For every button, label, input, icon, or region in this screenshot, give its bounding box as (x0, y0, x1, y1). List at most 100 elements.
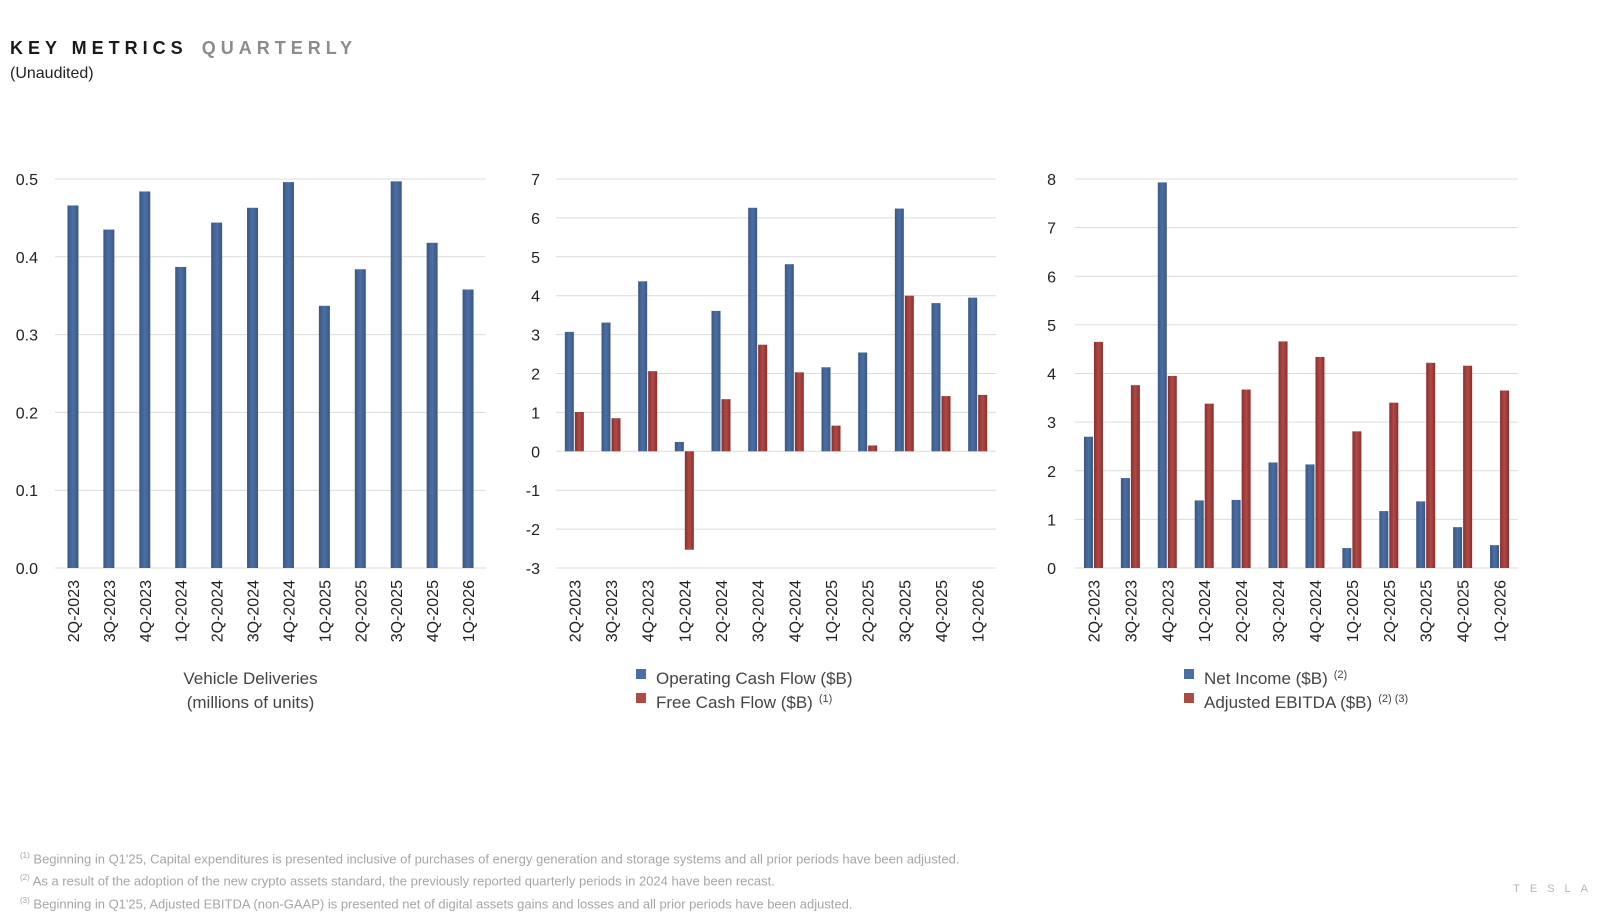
footnote-3-text: Beginning in Q1'25, Adjusted EBITDA (non… (33, 895, 853, 911)
chart-2-bar-primary (931, 303, 941, 452)
chart-3-ytick: 4 (1047, 367, 1056, 384)
chart-2-xtick: 3Q-2025 (897, 580, 914, 642)
chart-3-bar-secondary (1315, 356, 1325, 568)
chart-3-xtick: 4Q-2023 (1160, 580, 1177, 642)
chart-2-ytick: 7 (531, 172, 540, 189)
chart-3-xtick: 2Q-2023 (1086, 580, 1103, 642)
chart-3-ytick: 0 (1047, 561, 1056, 578)
chart-2-bar-secondary (611, 418, 621, 452)
chart-2-bar-primary (638, 281, 648, 452)
chart-2-bar-secondary (794, 372, 804, 452)
chart-1-xtick: 1Q-2024 (174, 580, 191, 642)
chart-3-bar-secondary (1204, 403, 1214, 568)
chart-3-xtick: 4Q-2025 (1456, 580, 1473, 642)
chart-3-bar-primary (1305, 464, 1315, 568)
chart-3-xtick: 1Q-2025 (1345, 580, 1362, 642)
chart-2-ytick: 4 (531, 289, 540, 306)
chart-3-bar-primary (1342, 548, 1352, 568)
chart-3-ytick: 2 (1047, 464, 1056, 481)
footnote-1: (1) Beginning in Q1'25, Capital expendit… (20, 846, 959, 868)
chart-2-xtick: 1Q-2025 (824, 580, 841, 642)
chart-2-bar-secondary (868, 445, 878, 452)
chart-3-xtick: 3Q-2025 (1419, 580, 1436, 642)
chart-3-bar-secondary (1093, 341, 1103, 568)
footnote-1-text: Beginning in Q1'25, Capital expenditures… (33, 851, 960, 867)
chart-3-bar-secondary (1426, 362, 1436, 568)
chart-2-xtick: 4Q-2023 (641, 580, 658, 642)
chart-1-xtick: 2Q-2024 (210, 580, 227, 642)
chart-1-ytick: 0.4 (16, 250, 38, 267)
chart-2-bar-primary (784, 264, 794, 452)
chart-2-xtick: 4Q-2024 (787, 580, 804, 642)
chart-3-bar-primary (1416, 501, 1426, 568)
chart-1-xtick: 1Q-2025 (317, 580, 334, 642)
chart-3-bar-primary (1157, 182, 1167, 568)
chart-1-xtick: 1Q-2026 (461, 580, 478, 642)
chart-3-xtick: 4Q-2024 (1308, 580, 1325, 642)
chart-3-ytick: 6 (1047, 269, 1056, 286)
chart-1-bar-primary (103, 229, 115, 568)
footnote-3-mark: (3) (20, 895, 30, 905)
chart-2-xtick: 2Q-2023 (567, 580, 584, 642)
chart-2-bar-secondary (904, 295, 914, 452)
chart-3-bar-secondary (1352, 431, 1362, 568)
chart-3-legend-label: Net Income ($B) (1204, 669, 1328, 688)
chart-1-ytick: 0.1 (16, 483, 38, 500)
chart-2-bar-primary (748, 207, 758, 452)
footnote-2-text: As a result of the adoption of the new c… (32, 873, 775, 889)
chart-1-bar-primary (211, 222, 223, 568)
chart-2-ytick: -1 (526, 483, 540, 500)
chart-1-bar-primary (247, 207, 259, 568)
chart-3-legend-label: Adjusted EBITDA ($B) (1204, 693, 1372, 712)
chart-2-xtick: 4Q-2025 (934, 580, 951, 642)
chart-3-bar-primary (1453, 527, 1463, 568)
chart-2-legend-label: Operating Cash Flow ($B) (656, 669, 853, 688)
chart-1-xtick: 3Q-2023 (102, 580, 119, 642)
page-title-accent: QUARTERLY (201, 38, 358, 58)
chart-1-bar-primary (462, 289, 474, 568)
chart-2-bar-primary (968, 297, 978, 452)
footnote-2: (2) As a result of the adoption of the n… (20, 868, 959, 890)
chart-3-xtick: 1Q-2026 (1493, 580, 1510, 642)
chart-1-bar-primary (390, 181, 402, 569)
title-block: KEY METRICS QUARTERLY (Unaudited) (10, 38, 357, 83)
chart-2-bar-secondary (684, 451, 694, 550)
chart-2-bar-secondary (574, 412, 584, 452)
page-title: KEY METRICS QUARTERLY (10, 38, 357, 59)
chart-2-bar-secondary (758, 344, 768, 452)
chart-2-legend-swatch (636, 693, 646, 703)
chart-3-ytick: 8 (1047, 172, 1056, 189)
chart-3-bar-secondary (1500, 390, 1510, 568)
chart-2-ytick: -2 (526, 522, 540, 539)
chart-3-xtick: 1Q-2024 (1197, 580, 1214, 642)
chart-2-bar-secondary (941, 396, 951, 452)
chart-2-bar-secondary (978, 394, 988, 452)
chart-2-xtick: 3Q-2024 (751, 580, 768, 642)
chart-1-xtick: 2Q-2023 (66, 580, 83, 642)
chart-3-ytick: 7 (1047, 221, 1056, 238)
chart-3-bar-primary (1194, 500, 1204, 568)
chart-1-ytick: 0.0 (16, 561, 38, 578)
chart-3-bar-primary (1268, 462, 1278, 568)
chart-1-bar-primary (139, 191, 151, 568)
chart-2-bar-secondary (648, 371, 658, 452)
chart-2-ytick: -3 (526, 561, 540, 578)
chart-1-bar-primary (318, 305, 330, 568)
chart-1-xtick: 3Q-2025 (389, 580, 406, 642)
chart-2-legend-swatch (636, 669, 646, 679)
chart-1-bar-primary (175, 266, 187, 568)
chart-3-legend-sup: (2) (3) (1378, 693, 1408, 705)
chart-2-ytick: 1 (531, 405, 540, 422)
chart-3-xtick: 3Q-2024 (1271, 580, 1288, 642)
chart-2-bar-primary (564, 331, 574, 452)
chart-1-ytick: 0.3 (16, 328, 38, 345)
chart-2-bar-primary (674, 441, 684, 452)
chart-2-bar-primary (894, 208, 904, 452)
chart-3-bar-secondary (1463, 365, 1473, 568)
footnote-1-mark: (1) (20, 851, 30, 860)
chart-3-legend-swatch (1184, 669, 1194, 679)
chart-2-bar-primary (858, 352, 868, 452)
chart-3-ytick: 1 (1047, 512, 1056, 529)
footnote-3: (3) Beginning in Q1'25, Adjusted EBITDA … (20, 891, 959, 913)
